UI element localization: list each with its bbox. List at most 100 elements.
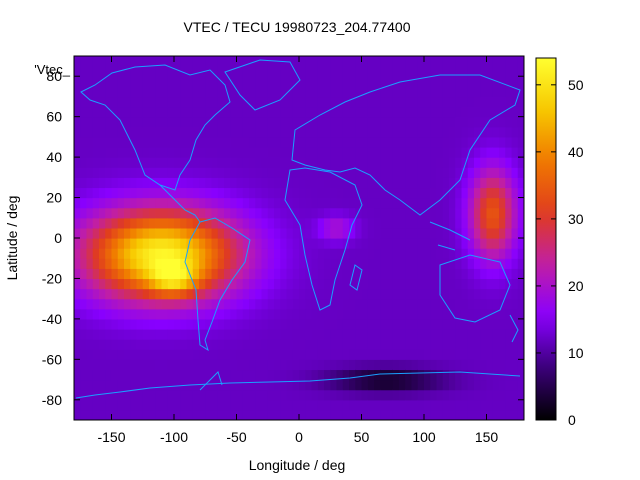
heatmap-cell — [417, 248, 425, 259]
heatmap-cell — [217, 278, 225, 290]
heatmap-cell — [105, 268, 113, 280]
colorbar-tick-label: 50 — [568, 77, 584, 93]
heatmap-cell — [286, 369, 294, 381]
heatmap-cell — [192, 177, 200, 189]
heatmap-cell — [155, 238, 163, 249]
heatmap-cell — [199, 278, 206, 290]
heatmap-cell — [486, 409, 494, 420]
heatmap-cell — [442, 308, 450, 320]
heatmap-cell — [199, 96, 206, 108]
heatmap-cell — [374, 167, 381, 178]
heatmap-cell — [511, 197, 519, 209]
heatmap-cell — [161, 197, 169, 209]
heatmap-cell — [449, 86, 456, 98]
heatmap-cell — [517, 187, 524, 199]
heatmap-cell — [305, 409, 313, 420]
heatmap-cell — [80, 56, 88, 67]
heatmap-cell — [249, 56, 256, 67]
heatmap-cell — [124, 187, 131, 199]
heatmap-cell — [449, 207, 456, 219]
heatmap-cell — [405, 167, 413, 178]
heatmap-cell — [74, 207, 81, 219]
heatmap-cell — [174, 399, 181, 411]
heatmap-cell — [149, 86, 156, 98]
heatmap-cell — [330, 298, 338, 310]
heatmap-cell — [349, 157, 356, 168]
heatmap-cell — [455, 167, 463, 178]
heatmap-cell — [411, 389, 419, 401]
heatmap-cell — [161, 389, 169, 401]
heatmap-cell — [205, 96, 213, 108]
heatmap-cell — [267, 409, 275, 420]
heatmap-cell — [380, 288, 388, 300]
heatmap-cell — [199, 136, 206, 148]
heatmap-cell — [217, 399, 225, 411]
heatmap-cell — [224, 116, 231, 128]
heatmap-cell — [136, 369, 144, 381]
heatmap-cell — [386, 157, 394, 168]
heatmap-cell — [492, 106, 500, 118]
heatmap-cell — [292, 157, 300, 168]
heatmap-cell — [324, 308, 331, 320]
heatmap-cell — [155, 157, 163, 168]
heatmap-cell — [299, 197, 306, 209]
heatmap-cell — [117, 56, 125, 67]
heatmap-cell — [205, 379, 213, 391]
heatmap-cell — [361, 96, 369, 108]
heatmap-cell — [467, 329, 475, 340]
heatmap-cell — [380, 207, 388, 219]
heatmap-cell — [186, 278, 194, 290]
heatmap-cell — [149, 136, 156, 148]
heatmap-cell — [374, 116, 381, 128]
heatmap-cell — [374, 359, 381, 371]
heatmap-cell — [330, 278, 338, 290]
heatmap-cell — [317, 207, 325, 219]
heatmap-cell — [149, 116, 156, 128]
heatmap-cell — [336, 298, 344, 310]
heatmap-cell — [499, 66, 506, 77]
heatmap-cell — [186, 329, 194, 340]
heatmap-cell — [486, 268, 494, 280]
heatmap-cell — [130, 399, 138, 411]
heatmap-cell — [105, 349, 113, 360]
coastline-north-america — [80, 64, 231, 191]
heatmap-cell — [367, 116, 375, 128]
heatmap-cell — [442, 126, 450, 138]
heatmap-cell — [467, 258, 475, 269]
heatmap-cell — [161, 399, 169, 411]
heatmap-cell — [499, 167, 506, 178]
heatmap-cell — [236, 66, 244, 77]
heatmap-cell — [199, 227, 206, 239]
heatmap-cell — [205, 369, 213, 381]
heatmap-cell — [80, 66, 88, 77]
heatmap-cell — [449, 217, 456, 229]
heatmap-cell — [211, 389, 219, 401]
heatmap-cell — [174, 187, 181, 199]
heatmap-cell — [411, 308, 419, 320]
heatmap-cell — [380, 217, 388, 229]
heatmap-cell — [205, 389, 213, 401]
heatmap-cell — [336, 147, 344, 158]
heatmap-cell — [455, 369, 463, 381]
heatmap-cell — [411, 207, 419, 219]
heatmap-cell — [517, 56, 524, 67]
heatmap-cell — [236, 339, 244, 350]
heatmap-cell — [511, 217, 519, 229]
heatmap-cell — [436, 399, 444, 411]
heatmap-cell — [499, 217, 506, 229]
heatmap-cell — [374, 248, 381, 259]
heatmap-cell — [286, 258, 294, 269]
heatmap-cell — [324, 288, 331, 300]
heatmap-cell — [342, 288, 350, 300]
heatmap-cell — [236, 136, 244, 148]
heatmap-cell — [142, 76, 150, 87]
heatmap-cell — [511, 227, 519, 239]
heatmap-cell — [149, 177, 156, 189]
heatmap-cell — [311, 76, 319, 87]
heatmap-cell — [217, 86, 225, 98]
heatmap-cell — [205, 339, 213, 350]
heatmap-cell — [192, 278, 200, 290]
heatmap-cell — [105, 167, 113, 178]
heatmap-cell — [174, 339, 181, 350]
heatmap-cell — [455, 238, 463, 249]
